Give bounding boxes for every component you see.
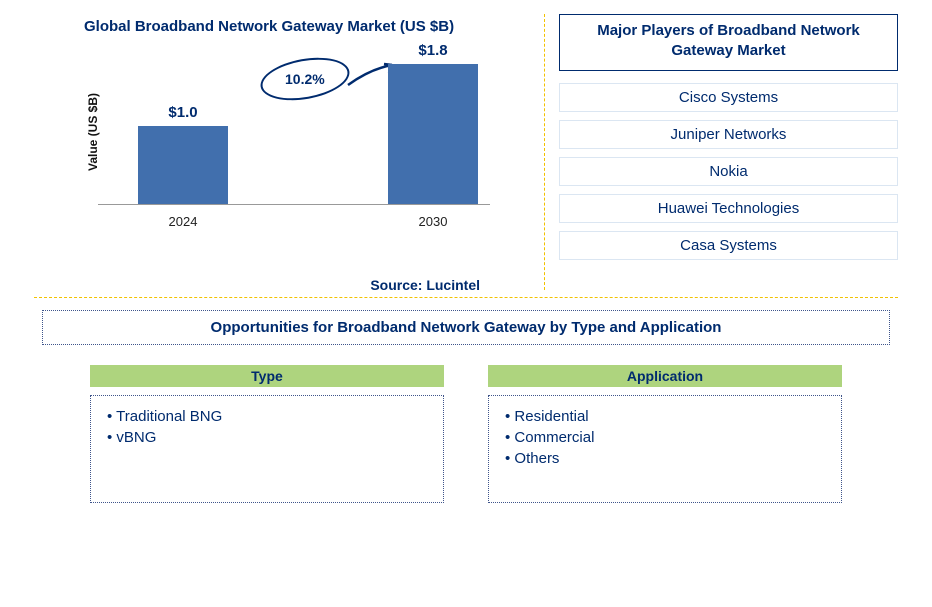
player-item: Cisco Systems — [559, 83, 898, 112]
list-item: Commercial — [505, 429, 825, 446]
bar-value-label: $1.8 — [388, 42, 478, 59]
column-body: Residential Commercial Others — [488, 395, 842, 503]
chart-source: Source: Lucintel — [34, 277, 480, 293]
chart-title: Global Broadband Network Gateway Market … — [84, 18, 520, 35]
column-header: Application — [488, 365, 842, 387]
player-item: Nokia — [559, 157, 898, 186]
players-header: Major Players of Broadband Network Gatew… — [559, 14, 898, 71]
x-category-label: 2024 — [138, 214, 228, 229]
chart-plot: 10.2% $1.0 $1.8 — [98, 49, 490, 205]
x-category-label: 2030 — [388, 214, 478, 229]
list-item: Others — [505, 450, 825, 467]
column-header: Type — [90, 365, 444, 387]
list-item: Traditional BNG — [107, 408, 427, 425]
chart-panel: Global Broadband Network Gateway Market … — [34, 14, 544, 293]
player-item: Huawei Technologies — [559, 194, 898, 223]
players-panel: Major Players of Broadband Network Gatew… — [545, 14, 898, 293]
players-list: Cisco Systems Juniper Networks Nokia Huawei… — [559, 83, 898, 260]
player-item: Juniper Networks — [559, 120, 898, 149]
player-item: Casa Systems — [559, 231, 898, 260]
list-item: vBNG — [107, 429, 427, 446]
bar-value-label: $1.0 — [138, 104, 228, 121]
growth-callout: 10.2% — [257, 51, 353, 106]
top-section: Global Broadband Network Gateway Market … — [34, 14, 898, 293]
column-body: Traditional BNG vBNG — [90, 395, 444, 503]
opportunity-column: Application Residential Commercial Others — [488, 365, 842, 503]
opportunities-header: Opportunities for Broadband Network Gate… — [42, 310, 890, 345]
bar-chart: Value (US $B) 10.2% $1.0$1.8 20242030 — [68, 49, 490, 229]
opportunities-columns: Type Traditional BNG vBNG Application Reside… — [34, 345, 898, 503]
list-item: Residential — [505, 408, 825, 425]
chart-bar: $1.8 — [388, 64, 478, 204]
opportunity-column: Type Traditional BNG vBNG — [90, 365, 444, 503]
chart-bar: $1.0 — [138, 126, 228, 204]
growth-label: 10.2% — [285, 71, 325, 87]
horizontal-divider — [34, 297, 898, 298]
